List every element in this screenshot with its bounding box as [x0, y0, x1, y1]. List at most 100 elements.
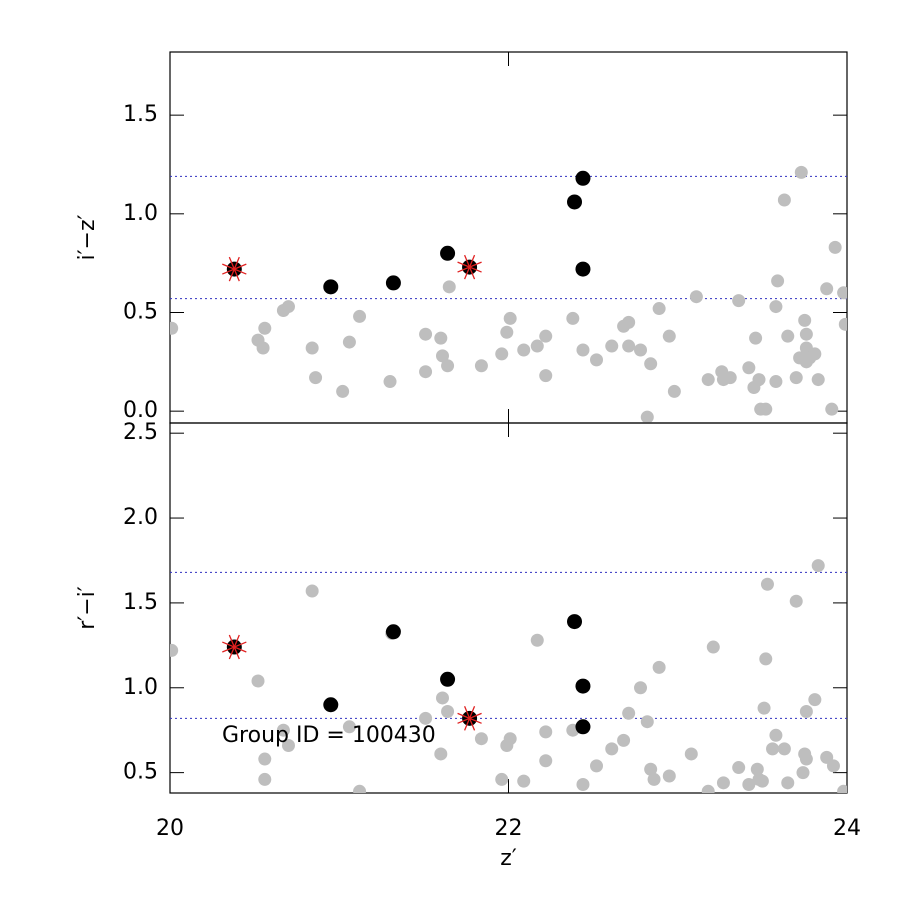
- data-point: [760, 577, 774, 591]
- x-tick-label: 20: [156, 816, 184, 841]
- x-axis-label: z′: [500, 846, 517, 871]
- plot-area: [170, 559, 847, 793]
- data-point: [576, 778, 590, 792]
- data-point: [749, 331, 763, 345]
- data-point: [811, 559, 825, 573]
- data-point: [575, 261, 591, 277]
- data-point: [798, 313, 812, 327]
- data-point: [590, 759, 604, 773]
- data-point: [777, 742, 791, 756]
- data-point: [769, 728, 783, 742]
- annotation: Group ID = 100430: [222, 723, 436, 748]
- data-point: [640, 715, 654, 729]
- data-point: [781, 329, 795, 343]
- data-point: [825, 402, 839, 416]
- data-point: [342, 720, 356, 734]
- data-point: [826, 759, 840, 773]
- data-point: [799, 705, 813, 719]
- data-point: [170, 321, 179, 335]
- data-point: [575, 170, 591, 186]
- data-point: [281, 300, 295, 314]
- data-point: [353, 309, 367, 323]
- data-point: [837, 286, 847, 300]
- data-point: [309, 371, 323, 385]
- data-point: [605, 339, 619, 353]
- data-point: [590, 353, 604, 367]
- data-point: [281, 738, 295, 752]
- data-point: [777, 193, 791, 207]
- star-marker: [222, 634, 247, 660]
- data-point: [576, 343, 590, 357]
- data-point: [517, 343, 531, 357]
- data-point: [742, 778, 756, 792]
- data-point: [742, 361, 756, 375]
- data-point: [732, 294, 746, 308]
- data-point: [539, 754, 553, 768]
- data-point: [622, 339, 636, 353]
- data-point: [517, 774, 531, 788]
- data-point: [305, 341, 319, 355]
- data-point: [256, 341, 270, 355]
- x-tick-label: 24: [833, 816, 861, 841]
- data-point: [799, 327, 813, 341]
- y-tick-label: 1.5: [123, 102, 158, 127]
- data-point: [634, 343, 648, 357]
- data-point: [500, 325, 514, 339]
- data-point: [342, 335, 356, 349]
- data-point: [789, 371, 803, 385]
- data-point: [652, 660, 666, 674]
- data-point: [441, 705, 455, 719]
- data-point: [820, 282, 834, 296]
- data-point: [622, 315, 636, 329]
- data-point: [752, 373, 766, 387]
- data-point: [662, 329, 676, 343]
- data-point: [644, 762, 658, 776]
- y-tick-label: 1.0: [123, 675, 158, 700]
- data-point: [689, 290, 703, 304]
- data-point: [647, 772, 661, 786]
- data-point: [808, 693, 822, 707]
- y-axis-label: i′−z′: [75, 214, 100, 260]
- plot-area: [170, 165, 847, 423]
- data-point: [617, 733, 631, 747]
- data-point: [385, 624, 401, 640]
- data-point: [419, 327, 433, 341]
- data-point: [539, 725, 553, 739]
- data-point: [539, 369, 553, 383]
- data-point: [796, 766, 810, 780]
- data-point: [716, 776, 730, 790]
- data-point: [769, 375, 783, 389]
- y-tick-label: 2.0: [123, 505, 158, 530]
- data-point: [837, 784, 847, 793]
- y-tick-label: 1.5: [123, 590, 158, 615]
- data-point: [251, 674, 265, 688]
- data-point: [769, 300, 783, 314]
- data-point: [258, 752, 272, 766]
- data-point: [566, 311, 580, 325]
- data-point: [652, 302, 666, 316]
- data-point: [434, 747, 448, 761]
- data-point: [811, 373, 825, 387]
- data-point: [622, 706, 636, 720]
- data-point: [323, 697, 339, 713]
- data-point: [170, 643, 179, 657]
- data-point: [684, 747, 698, 761]
- data-point: [575, 719, 591, 735]
- star-marker: [457, 254, 482, 280]
- data-point: [799, 752, 813, 766]
- data-point: [781, 776, 795, 790]
- data-point: [634, 681, 648, 695]
- data-point: [759, 402, 773, 416]
- data-point: [353, 784, 367, 793]
- data-point: [385, 275, 401, 291]
- x-tick-label: 22: [495, 816, 523, 841]
- data-point: [757, 701, 771, 715]
- data-point: [640, 410, 654, 423]
- data-point: [258, 772, 272, 786]
- y-tick-label: 0.0: [123, 398, 158, 423]
- data-point: [383, 375, 397, 389]
- data-point: [503, 732, 517, 746]
- data-point: [701, 373, 715, 387]
